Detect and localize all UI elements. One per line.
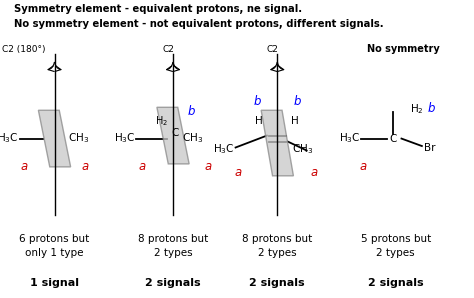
Text: 8 protons but
2 types: 8 protons but 2 types	[138, 234, 208, 258]
Text: a: a	[360, 160, 367, 173]
Text: CH$_3$: CH$_3$	[68, 132, 89, 145]
Text: H: H	[255, 116, 263, 126]
Text: H$_3$C: H$_3$C	[0, 132, 19, 145]
Text: C: C	[390, 134, 397, 144]
Text: Symmetry element - equivalent protons, ne signal.: Symmetry element - equivalent protons, n…	[14, 4, 302, 15]
Text: b: b	[428, 102, 436, 115]
Text: H$_3$C: H$_3$C	[113, 132, 135, 145]
Polygon shape	[157, 107, 189, 164]
Text: H$_2$: H$_2$	[155, 114, 168, 128]
Text: C2: C2	[163, 45, 174, 54]
Text: CH$_3$: CH$_3$	[292, 142, 313, 156]
Text: a: a	[310, 166, 318, 179]
Text: a: a	[205, 160, 212, 173]
Text: H$_2$: H$_2$	[410, 102, 424, 116]
Text: 1 signal: 1 signal	[30, 278, 79, 288]
Text: b: b	[187, 105, 195, 118]
Text: b: b	[293, 95, 301, 108]
Text: 2 signals: 2 signals	[249, 278, 305, 288]
Polygon shape	[261, 110, 293, 176]
Text: a: a	[235, 166, 242, 179]
Text: H$_3$C: H$_3$C	[213, 142, 235, 156]
Text: H$_3$C: H$_3$C	[338, 132, 360, 145]
Text: 6 protons but
only 1 type: 6 protons but only 1 type	[19, 234, 90, 258]
Text: a: a	[82, 160, 89, 173]
Text: 5 protons but
2 types: 5 protons but 2 types	[361, 234, 431, 258]
Polygon shape	[38, 110, 71, 167]
Text: b: b	[254, 95, 261, 108]
Text: 8 protons but
2 types: 8 protons but 2 types	[242, 234, 312, 258]
Text: a: a	[20, 160, 27, 173]
Text: C2: C2	[267, 45, 279, 54]
Text: H: H	[292, 116, 299, 126]
Text: Br: Br	[424, 142, 436, 153]
Text: C2 (180°): C2 (180°)	[2, 45, 46, 54]
Text: No symmetry element - not equivalent protons, different signals.: No symmetry element - not equivalent pro…	[14, 19, 384, 30]
Text: CH$_3$: CH$_3$	[182, 132, 203, 145]
Text: 2 signals: 2 signals	[368, 278, 424, 288]
Text: 2 signals: 2 signals	[145, 278, 201, 288]
Text: No symmetry: No symmetry	[367, 44, 440, 54]
Text: C: C	[172, 128, 179, 138]
Text: a: a	[138, 160, 146, 173]
